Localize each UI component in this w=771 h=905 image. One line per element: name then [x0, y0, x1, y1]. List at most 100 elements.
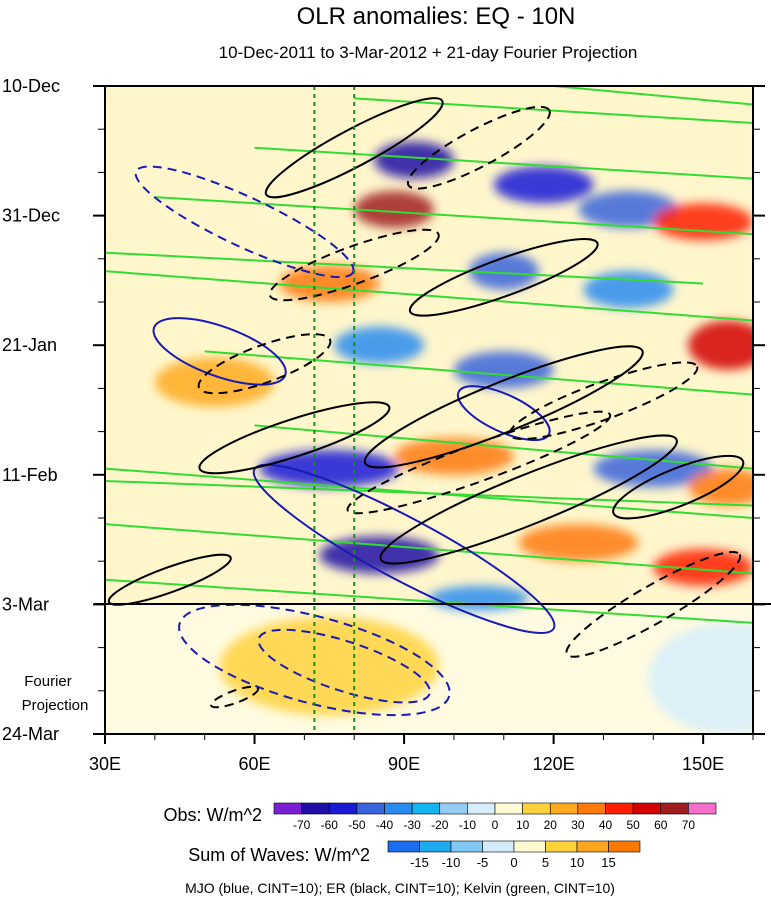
colorbar-tick-label: -20	[431, 818, 449, 832]
colorbar-swatch	[301, 802, 330, 815]
kelvin-contour	[105, 523, 753, 575]
colorbar-swatch	[439, 802, 468, 815]
er-contour	[565, 551, 742, 658]
anomaly-cell	[319, 536, 439, 574]
er-contour	[406, 105, 551, 190]
colorbar-tick-label: -50	[348, 818, 366, 832]
y-tick-label: 31-Dec	[2, 206, 60, 226]
er-contour	[107, 553, 232, 606]
colorbar-swatch	[660, 802, 689, 815]
mjo-contour	[257, 628, 431, 704]
colorbar-swatch	[384, 802, 413, 815]
colorbar-tick-label: 50	[626, 818, 640, 832]
colorbar-tick-label: 5	[542, 855, 549, 870]
reference-longitude-lines	[313, 86, 356, 734]
waves-colorbar: -15 -10 -5 0 5 10 15	[387, 840, 641, 870]
colorbar-swatch	[387, 840, 420, 853]
colorbar-swatch	[522, 802, 551, 815]
colorbar-swatch	[608, 840, 641, 853]
y-tick-label: 10-Dec	[2, 76, 60, 96]
colorbar-tick-label: -40	[376, 818, 394, 832]
er-contour	[508, 361, 699, 441]
mjo-contour	[134, 165, 355, 279]
kelvin-contour	[553, 86, 753, 106]
x-tick-label: 60E	[239, 754, 271, 774]
er-contour	[210, 685, 260, 709]
plot-frame	[104, 85, 754, 735]
colorbar-tick-label: 20	[544, 818, 558, 832]
y-axis: 10-Dec 31-Dec 21-Jan 11-Feb 3-Mar 24-Mar	[2, 76, 765, 744]
anomaly-cell	[518, 524, 639, 562]
y-tick-label: 3-Mar	[2, 594, 49, 614]
er-contour	[264, 97, 444, 199]
kelvin-contour	[354, 97, 753, 125]
anomaly-cell	[688, 320, 753, 370]
colorbar-swatch	[356, 802, 385, 815]
er-contour	[197, 333, 332, 395]
y-tick-label: 21-Jan	[2, 335, 57, 355]
colorbar-tick-label: -15	[410, 855, 429, 870]
colorbar-tick-label: 40	[599, 818, 613, 832]
er-contour	[268, 228, 440, 302]
colorbar-swatch	[632, 802, 662, 815]
kelvin-contour	[154, 196, 753, 236]
kelvin-contour	[204, 350, 753, 396]
colorbar-tick-label: -60	[321, 818, 339, 832]
er-contour	[379, 434, 678, 565]
projection-label-line1: Fourier	[24, 673, 72, 690]
er-contour	[346, 410, 612, 515]
colorbar-tick-label: 0	[492, 818, 499, 832]
plot-area	[105, 86, 753, 734]
colorbar-tick-label: -10	[459, 818, 477, 832]
anomaly-cell	[453, 351, 554, 389]
colorbar-swatch	[576, 840, 609, 853]
colorbar-tick-label: -5	[477, 855, 489, 870]
anomaly-cell	[648, 622, 753, 734]
colorbar-swatch	[467, 802, 496, 815]
chart-subtitle: 10-Dec-2011 to 3-Mar-2012 + 21-day Fouri…	[219, 43, 638, 62]
anomaly-cell	[593, 450, 714, 488]
y-tick-label: 11-Feb	[2, 465, 58, 485]
kelvin-contour	[105, 251, 704, 285]
colorbar-tick-label: -10	[442, 855, 461, 870]
colorbar-swatch	[577, 802, 606, 815]
colorbar-tick-label: -70	[293, 818, 311, 832]
colorbar-swatch	[494, 802, 523, 815]
colorbar-swatch	[273, 802, 302, 815]
er-contour	[198, 401, 391, 475]
mjo-contour	[456, 385, 551, 442]
colorbar-swatch	[450, 840, 483, 853]
anomaly-cell	[394, 437, 514, 475]
x-tick-label: 120E	[533, 754, 575, 774]
colorbar-tick-label: 10	[516, 818, 530, 832]
chart-title: OLR anomalies: EQ - 10N	[297, 3, 576, 30]
colorbar-tick-label: 15	[601, 855, 615, 870]
colorbar-swatch	[688, 802, 717, 815]
anomaly-cell	[653, 548, 753, 586]
anomaly-cell	[334, 326, 425, 364]
kelvin-contour	[105, 270, 753, 322]
colorbar-swatch	[419, 840, 452, 853]
colorbar-swatch	[513, 840, 546, 853]
er-contour	[408, 238, 599, 317]
colorbar-tick-label: 0	[510, 855, 517, 870]
colorbar-tick-label: 60	[654, 818, 668, 832]
obs-colorbar-label: Obs: W/m^2	[164, 805, 262, 825]
anomaly-cell	[374, 141, 454, 179]
x-tick-label: 90E	[388, 754, 420, 774]
kelvin-contour	[254, 146, 753, 180]
colorbar-tick-label: 30	[571, 818, 585, 832]
anomaly-cell	[219, 616, 439, 716]
anomaly-cell	[578, 190, 679, 228]
colorbar-swatch	[545, 840, 578, 853]
kelvin-contour	[105, 479, 753, 507]
colorbar-swatch	[605, 802, 634, 815]
colorbar-tick-label: 10	[570, 855, 584, 870]
waves-colorbar-label: Sum of Waves: W/m^2	[188, 845, 370, 865]
colorbar-swatch	[411, 802, 441, 815]
anomaly-cell	[354, 190, 434, 228]
x-axis: 30E 60E 90E 120E 150E	[89, 734, 754, 774]
mjo-contour	[152, 317, 287, 386]
anomaly-cell	[493, 166, 594, 204]
